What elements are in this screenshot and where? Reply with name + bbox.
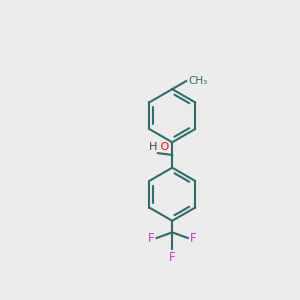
Text: CH₃: CH₃ [188, 76, 207, 86]
Text: F: F [169, 251, 175, 264]
Text: F: F [190, 232, 196, 244]
Text: O: O [157, 142, 169, 152]
Text: H: H [148, 142, 157, 152]
Text: F: F [148, 232, 155, 244]
